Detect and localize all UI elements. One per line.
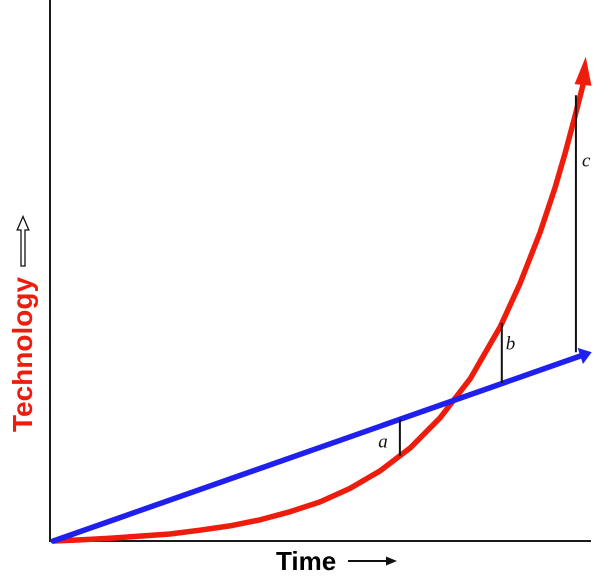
x-axis-label: Time — [276, 545, 398, 577]
axes — [49, 0, 591, 542]
y-axis-label: Technology — [6, 214, 40, 432]
y-axis-arrow-icon — [16, 214, 30, 267]
gap-label-b: b — [506, 334, 516, 355]
gap-label-a: a — [378, 431, 388, 452]
y-axis-title: Technology — [7, 276, 38, 432]
technology-curve — [50, 82, 586, 544]
technology-curve-arrowhead-icon — [574, 56, 592, 86]
x-axis-arrow-icon — [348, 556, 398, 566]
linear-line — [50, 353, 584, 544]
linear-line-arrowhead-icon — [577, 347, 592, 365]
gap-label-c: c — [582, 151, 591, 172]
x-axis-title: Time — [276, 545, 337, 576]
